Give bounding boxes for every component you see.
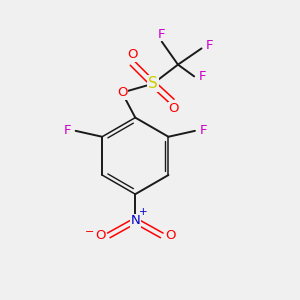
Text: O: O	[95, 229, 106, 242]
Text: F: F	[158, 28, 166, 41]
Text: N: N	[130, 214, 140, 227]
Text: F: F	[199, 70, 206, 83]
Text: O: O	[165, 229, 175, 242]
Text: F: F	[200, 124, 207, 137]
Text: F: F	[206, 39, 214, 52]
Text: −: −	[85, 227, 94, 237]
Text: +: +	[139, 207, 148, 218]
Text: F: F	[64, 124, 71, 137]
Text: O: O	[117, 86, 127, 99]
Text: O: O	[168, 102, 179, 115]
Text: O: O	[127, 48, 138, 62]
Text: S: S	[148, 76, 158, 91]
